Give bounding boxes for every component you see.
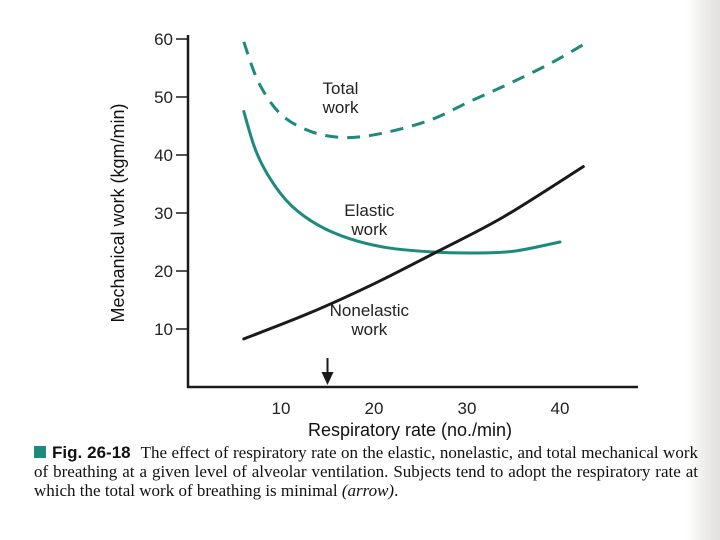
nonelastic-work-label: work (350, 320, 387, 339)
nonelastic-work-curve (242, 165, 585, 341)
y-tick-label: 50 (154, 88, 173, 107)
total-work-label: work (322, 98, 359, 117)
elastic-work-label: work (350, 220, 387, 239)
y-tick-label: 30 (154, 204, 173, 223)
total-work-curve (242, 40, 589, 140)
x-tick-label: 20 (365, 399, 384, 418)
curves (242, 40, 589, 341)
caption-end: . (394, 481, 399, 500)
elastic-work-curve (242, 110, 562, 255)
minimal-work-arrow (321, 358, 334, 385)
y-tick-label: 20 (154, 262, 173, 281)
y-tick-label: 60 (154, 30, 173, 49)
caption-square-marker (34, 446, 46, 458)
total-work-label: Total (323, 79, 359, 98)
page-edge-shadow (686, 0, 720, 540)
x-tick-label: 30 (458, 399, 477, 418)
x-tick-label: 40 (551, 399, 570, 418)
figure-caption: Fig. 26-18 The effect of respiratory rate… (34, 443, 698, 500)
y-axis-title: Mechanical work (kgm/min) (108, 103, 128, 322)
ticks: 10 20 30 40 50 60 10 20 30 40 (154, 30, 569, 418)
x-tick-label: 10 (272, 399, 291, 418)
caption-text: The effect of respiratory rate on the el… (34, 443, 698, 500)
arrow-head (321, 372, 334, 385)
figure-number: Fig. 26-18 (52, 443, 131, 462)
elastic-work-label: Elastic (344, 201, 395, 220)
nonelastic-work-label: Nonelastic (330, 301, 410, 320)
x-axis-title: Respiratory rate (no./min) (308, 420, 512, 440)
caption-arrow-word: (arrow) (341, 481, 395, 500)
y-tick-label: 10 (154, 320, 173, 339)
y-tick-label: 40 (154, 146, 173, 165)
